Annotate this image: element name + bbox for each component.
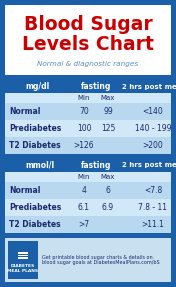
- Text: T2 Diabetes: T2 Diabetes: [9, 141, 61, 150]
- Text: 6: 6: [106, 186, 110, 195]
- Bar: [5, 103, 171, 120]
- Text: Get printable blood sugar charts & details on
blood sugar goals at DiabetesMealP: Get printable blood sugar charts & detai…: [42, 255, 160, 265]
- Text: 100: 100: [77, 124, 91, 133]
- Bar: [5, 80, 171, 93]
- Text: 7.8 - 11: 7.8 - 11: [139, 203, 168, 212]
- Bar: [5, 182, 171, 199]
- Bar: [5, 120, 171, 137]
- Bar: [8, 241, 38, 279]
- Text: Normal: Normal: [9, 186, 40, 195]
- Text: 6.9: 6.9: [102, 203, 114, 212]
- Bar: [5, 172, 171, 182]
- Text: Prediabetes: Prediabetes: [9, 124, 61, 133]
- Text: 6.1: 6.1: [78, 203, 90, 212]
- Text: >7: >7: [78, 220, 90, 229]
- Text: fasting: fasting: [81, 82, 111, 91]
- Text: Normal & diagnostic ranges: Normal & diagnostic ranges: [37, 61, 139, 67]
- Text: Max: Max: [101, 174, 115, 180]
- Bar: [5, 137, 171, 154]
- Text: Levels Chart: Levels Chart: [22, 36, 154, 55]
- Text: 140 - 199: 140 - 199: [135, 124, 171, 133]
- Text: >11.1: >11.1: [142, 220, 164, 229]
- Text: mg/dl: mg/dl: [25, 82, 49, 91]
- Bar: [5, 238, 171, 282]
- Bar: [18, 253, 28, 254]
- Text: Max: Max: [101, 95, 115, 101]
- Bar: [5, 5, 171, 75]
- Text: Blood Sugar: Blood Sugar: [24, 15, 152, 34]
- Text: 2 hrs post meal: 2 hrs post meal: [122, 84, 176, 90]
- Text: Prediabetes: Prediabetes: [9, 203, 61, 212]
- Text: >200: >200: [143, 141, 163, 150]
- Text: T2 Diabetes: T2 Diabetes: [9, 220, 61, 229]
- Bar: [5, 216, 171, 233]
- Text: Min: Min: [78, 95, 90, 101]
- Bar: [18, 257, 28, 259]
- Text: DIABETES
MEAL PLANS: DIABETES MEAL PLANS: [7, 264, 39, 273]
- Text: 125: 125: [101, 124, 115, 133]
- Text: 70: 70: [79, 107, 89, 116]
- Text: 99: 99: [103, 107, 113, 116]
- Text: Min: Min: [78, 174, 90, 180]
- Text: <7.8: <7.8: [144, 186, 162, 195]
- Text: fasting: fasting: [81, 161, 111, 170]
- Text: <140: <140: [143, 107, 163, 116]
- Bar: [5, 93, 171, 103]
- Text: >126: >126: [74, 141, 94, 150]
- Bar: [5, 159, 171, 172]
- Bar: [18, 255, 28, 256]
- Text: 2 hrs post meal: 2 hrs post meal: [122, 162, 176, 168]
- Text: mmol/l: mmol/l: [25, 161, 54, 170]
- Text: Normal: Normal: [9, 107, 40, 116]
- Bar: [5, 199, 171, 216]
- Text: 4: 4: [81, 186, 86, 195]
